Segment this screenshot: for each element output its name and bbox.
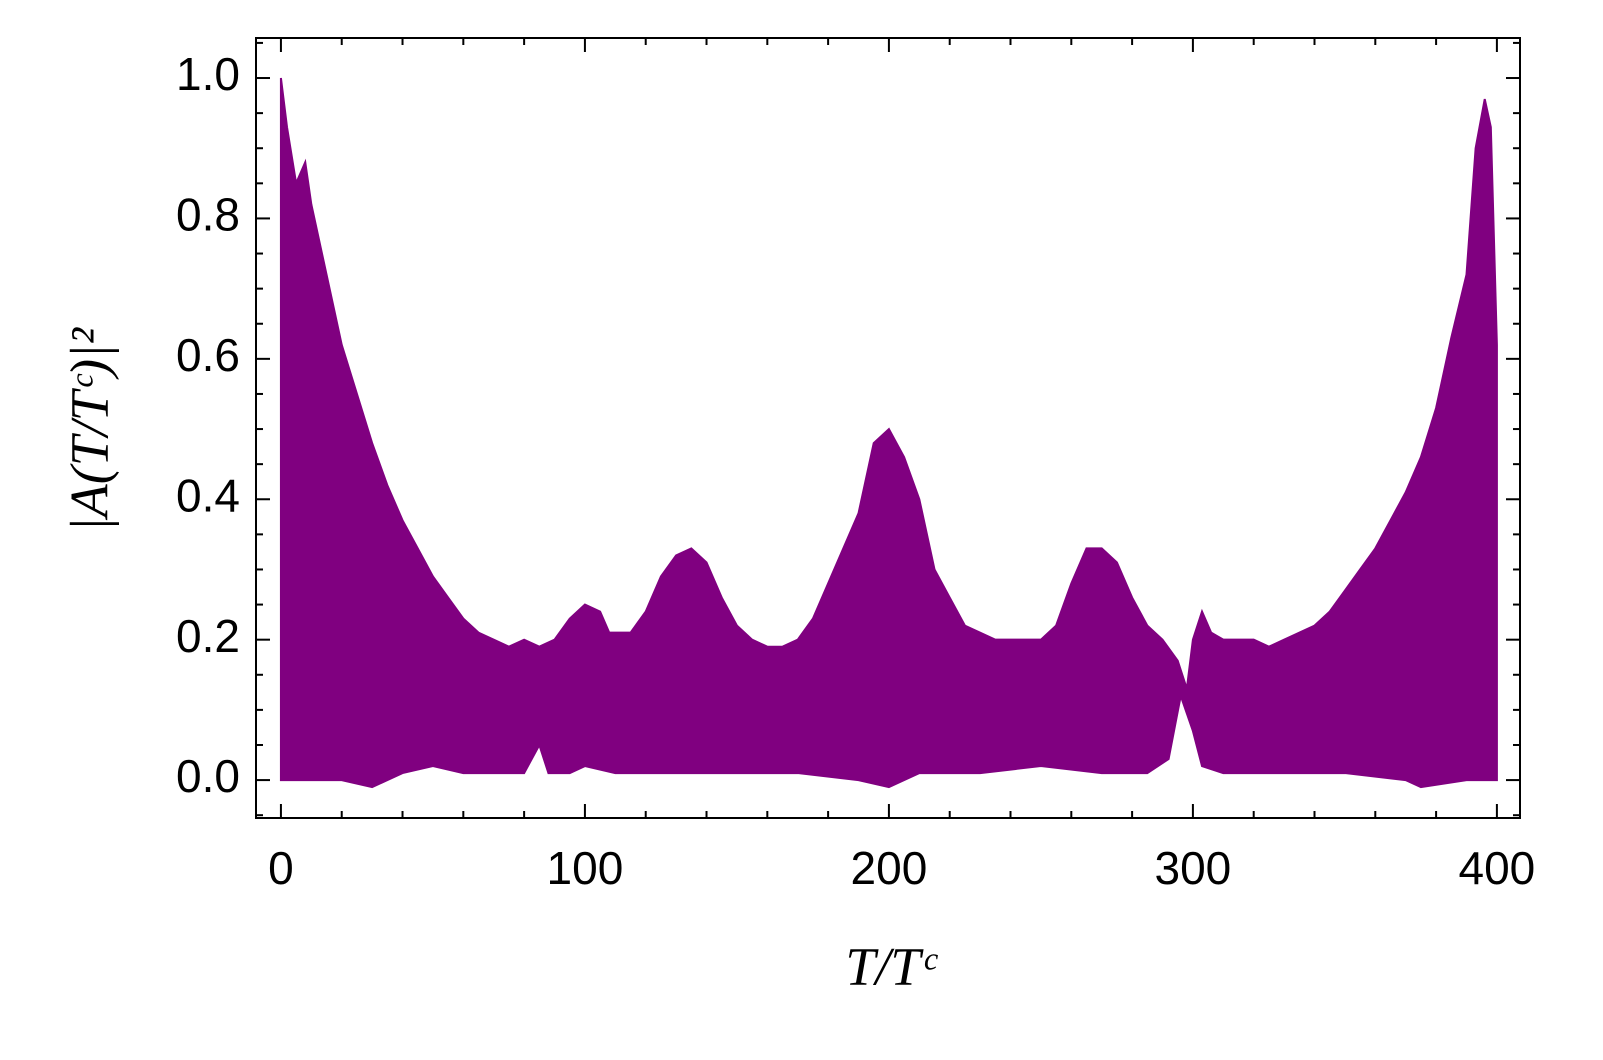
y-tick-label: 1.0 bbox=[176, 48, 240, 100]
x-tick-label: 0 bbox=[268, 842, 294, 894]
y-tick-label: 0.6 bbox=[176, 329, 240, 381]
y-tick-label: 0.2 bbox=[176, 610, 240, 662]
y-tick-label: 0.8 bbox=[176, 189, 240, 241]
x-tick-label: 100 bbox=[547, 842, 624, 894]
y-tick-label: 0.0 bbox=[176, 750, 240, 802]
x-tick-label: 300 bbox=[1155, 842, 1232, 894]
x-axis-label: T/Tᶜ bbox=[845, 936, 938, 996]
band-area bbox=[279, 77, 1498, 789]
y-tick-label: 0.4 bbox=[176, 469, 240, 521]
x-tick-label: 200 bbox=[851, 842, 928, 894]
y-axis-label: |A(T/Tᶜ)|² bbox=[59, 327, 119, 532]
x-tick-label: 400 bbox=[1459, 842, 1536, 894]
